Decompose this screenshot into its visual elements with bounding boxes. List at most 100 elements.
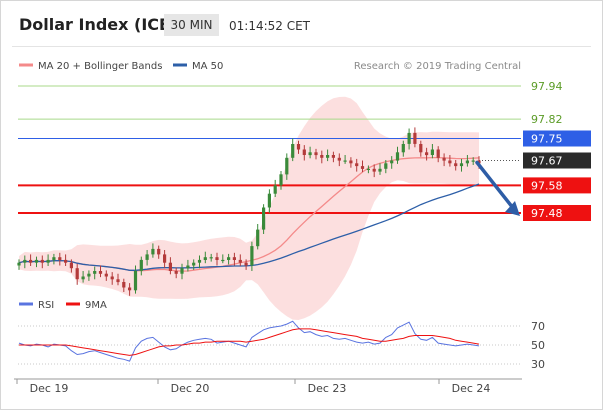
candle-body (238, 259, 242, 263)
candle-body (215, 257, 219, 260)
level-label: 97.82 (531, 113, 563, 126)
candle-body (192, 262, 196, 266)
level-label: 97.75 (531, 133, 563, 146)
candle-body (221, 259, 225, 262)
moving-averages (18, 156, 480, 272)
candle-body (46, 259, 50, 263)
level-label: 97.48 (531, 207, 563, 220)
candle-body (366, 168, 370, 170)
candle-body (256, 229, 260, 247)
candle-body (209, 257, 213, 259)
candle-body (302, 149, 306, 155)
rsi-tick-label: 30 (531, 358, 545, 371)
candle-body (180, 268, 184, 274)
legend-ma50-label: MA 50 (192, 61, 223, 72)
candle-body (139, 259, 143, 271)
candle-body (407, 132, 411, 144)
candle-body (279, 174, 283, 186)
bollinger-bands (19, 96, 479, 320)
candle-body (430, 149, 434, 155)
candle-body (465, 160, 469, 164)
ma50-line (18, 183, 480, 271)
candle-body (360, 166, 365, 169)
candle-body (64, 259, 68, 263)
arrow-head (505, 201, 520, 216)
candle-body (425, 152, 429, 156)
candle-body (296, 144, 301, 150)
level-label-bg (523, 177, 591, 194)
candlesticks (17, 127, 481, 296)
candle-body (285, 157, 289, 175)
candle-body (23, 259, 27, 263)
candle-body (454, 163, 458, 167)
candle-body (168, 262, 172, 271)
candle-body (151, 248, 155, 255)
candle-body (157, 248, 161, 255)
rsi-tick-label: 50 (531, 339, 545, 352)
x-tick-label: Dec 20 (171, 382, 210, 395)
candle-body (58, 257, 62, 260)
candle-body (197, 259, 202, 263)
candle-body (314, 152, 318, 156)
candle-body (419, 144, 423, 153)
candle-body (174, 271, 178, 274)
candle-body (81, 276, 85, 280)
candle-body (40, 259, 44, 263)
candle-body (413, 132, 417, 144)
candle-body (378, 168, 382, 172)
candle-body (145, 254, 149, 260)
candle-body (244, 262, 248, 266)
timestamp: 01:14:52 CET (229, 19, 310, 33)
candle-body (273, 185, 277, 194)
candle-body (203, 257, 207, 260)
level-label-bg (523, 205, 591, 221)
level-label: 97.67 (531, 155, 563, 168)
candle-body (326, 155, 330, 158)
key-levels (18, 85, 521, 214)
bollinger-band-area (19, 96, 479, 320)
candle-body (337, 157, 341, 161)
legend-ma20-label: MA 20 + Bollinger Bands (38, 61, 162, 72)
rsi-9ma-line (19, 328, 480, 356)
candle-body (349, 160, 353, 164)
candle-body (436, 149, 440, 158)
candle-body (128, 287, 132, 291)
candle-body (122, 282, 126, 288)
timeframe-badge[interactable]: 30 MIN (164, 14, 219, 36)
candle-body (343, 160, 347, 162)
candle-body (267, 193, 271, 208)
candle-body (320, 155, 324, 158)
candle-body (459, 163, 464, 167)
candle-body (291, 144, 295, 158)
candle-body (372, 168, 376, 172)
rsi-panel: 70 50 30 (18, 320, 545, 371)
candle-body (355, 163, 359, 167)
candle-body (308, 152, 312, 156)
x-axis: Dec 19 Dec 20 Dec 23 Dec 24 (16, 379, 490, 395)
candle-body (163, 254, 167, 263)
candle-body (395, 152, 400, 161)
candle-body (69, 262, 73, 269)
x-tick-label: Dec 19 (30, 382, 69, 395)
candle-body (133, 271, 138, 291)
candle-body (87, 273, 91, 277)
level-label: 97.94 (531, 80, 563, 93)
candle-body (442, 157, 446, 161)
forecast-arrow (475, 160, 520, 216)
candle-body (98, 271, 103, 274)
rsi-legend: RSI 9MA (19, 300, 107, 311)
header-divider (12, 46, 591, 47)
arrow-shaft (475, 160, 515, 210)
level-label-bg (523, 130, 591, 147)
level-label: 97.58 (531, 179, 563, 192)
candle-body (17, 262, 21, 266)
rsi-tick-label: 70 (531, 320, 545, 333)
candle-body (448, 160, 452, 164)
candle-body (401, 144, 405, 153)
candle-body (331, 155, 335, 158)
candle-body (232, 257, 236, 260)
candle-body (262, 207, 266, 230)
legend-9ma-label: 9MA (85, 300, 107, 311)
